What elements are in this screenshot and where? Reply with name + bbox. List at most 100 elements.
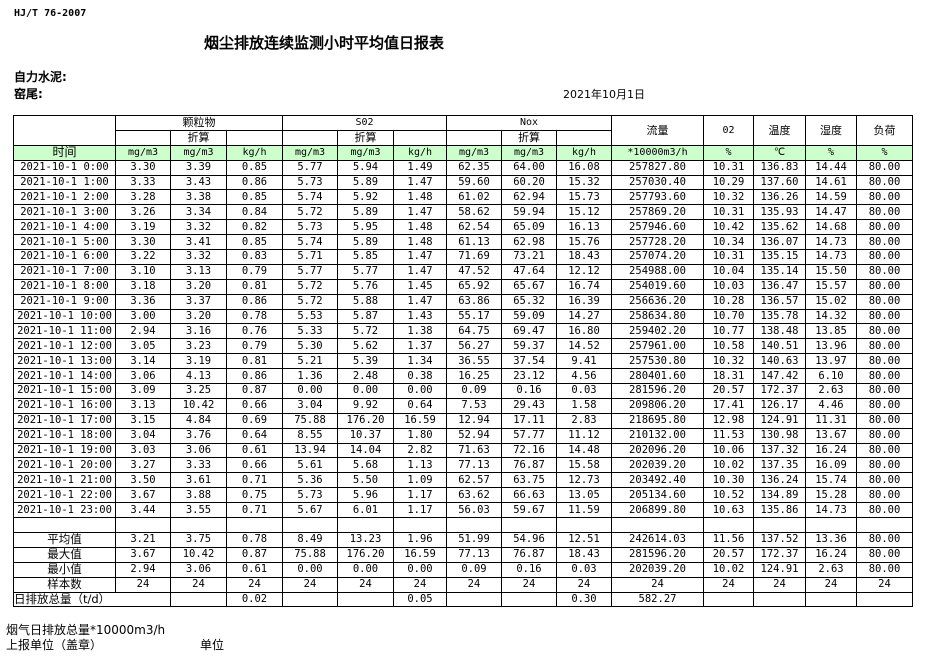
- value-cell: 0.09: [446, 383, 502, 399]
- value-cell: 8.55: [282, 427, 338, 444]
- blank-cell: [337, 517, 394, 533]
- header-so2-converted: 折算: [337, 129, 394, 146]
- value-cell: 136.24: [753, 472, 806, 489]
- value-cell: 172.37: [753, 546, 806, 563]
- value-cell: 5.72: [282, 293, 338, 310]
- value-cell: 0.85: [226, 234, 283, 251]
- time-cell: 2021-10-1 21:00: [13, 472, 116, 489]
- table-row: 2021-10-1 5:00 3.30 3.41 0.85 5.74 5.89 1.48 61…: [13, 234, 913, 251]
- unit-cell: mg/m3: [446, 144, 502, 161]
- value-cell: 57.77: [501, 427, 557, 444]
- value-cell: 65.92: [446, 278, 502, 295]
- unit-cell: kg/h: [226, 144, 283, 161]
- value-cell: 3.00: [115, 308, 171, 325]
- value-cell: 3.30: [115, 159, 171, 176]
- value-cell: 0.16: [501, 561, 557, 578]
- value-cell: 24: [753, 576, 806, 593]
- blank-cell: [856, 517, 913, 533]
- header-nox-converted: 折算: [501, 129, 557, 146]
- value-cell: 3.15: [115, 412, 171, 429]
- value-cell: 2.83: [556, 412, 612, 429]
- value-cell: 0.87: [226, 383, 283, 399]
- value-cell: 3.61: [170, 472, 227, 489]
- daily-total-cell: 0.02: [226, 591, 283, 608]
- unit-cell: %: [703, 144, 754, 161]
- value-cell: 16.08: [556, 159, 612, 176]
- unit-label: 单位: [200, 638, 225, 652]
- value-cell: 14.73: [805, 234, 857, 251]
- value-cell: 10.30: [703, 472, 754, 489]
- value-cell: 13.94: [282, 442, 338, 459]
- value-cell: 80.00: [856, 457, 913, 474]
- value-cell: 61.13: [446, 234, 502, 251]
- value-cell: 5.71: [282, 249, 338, 265]
- value-cell: 137.60: [753, 174, 806, 191]
- header-so2: S02: [282, 115, 447, 131]
- reporting-unit-label: 上报单位（盖章）: [6, 638, 103, 652]
- value-cell: 80.00: [856, 487, 913, 504]
- value-cell: 0.64: [393, 397, 447, 414]
- value-cell: 59.37: [501, 338, 557, 355]
- report-title: 烟尘排放连续监测小时平均值日报表: [204, 34, 445, 52]
- value-cell: 257961.00: [611, 338, 704, 355]
- value-cell: 10.02: [703, 561, 754, 578]
- value-cell: 24: [282, 576, 338, 593]
- value-cell: 16.24: [805, 442, 857, 459]
- value-cell: 14.73: [805, 502, 857, 519]
- value-cell: 80.00: [856, 293, 913, 310]
- value-cell: 3.25: [170, 383, 227, 399]
- time-cell: 2021-10-1 3:00: [13, 204, 116, 221]
- daily-total-cell: [805, 591, 857, 608]
- value-cell: 3.76: [170, 427, 227, 444]
- value-cell: 69.47: [501, 323, 557, 340]
- value-cell: 15.12: [556, 204, 612, 221]
- header-temp: 温度: [753, 115, 806, 146]
- daily-total-cell: 0.30: [556, 591, 612, 608]
- value-cell: 5.76: [337, 278, 394, 295]
- value-cell: 15.57: [805, 278, 857, 295]
- value-cell: 10.42: [170, 397, 227, 414]
- header-particulate-converted: 折算: [170, 129, 227, 146]
- value-cell: 76.87: [501, 457, 557, 474]
- value-cell: 281596.20: [611, 383, 704, 399]
- time-cell: 2021-10-1 12:00: [13, 338, 116, 355]
- value-cell: 80.00: [856, 412, 913, 429]
- value-cell: 3.38: [170, 189, 227, 206]
- value-cell: 37.54: [501, 353, 557, 370]
- value-cell: 1.48: [393, 189, 447, 206]
- value-cell: 5.89: [337, 174, 394, 191]
- value-cell: 257946.60: [611, 219, 704, 236]
- value-cell: 3.20: [170, 278, 227, 295]
- value-cell: 136.26: [753, 189, 806, 206]
- value-cell: 23.12: [501, 368, 557, 385]
- value-cell: 2.94: [115, 561, 171, 578]
- value-cell: 6.01: [337, 502, 394, 519]
- value-cell: 80.00: [856, 368, 913, 385]
- table-row: 2021-10-1 23:00 3.44 3.55 0.71 5.67 6.01 1.17 5…: [13, 502, 913, 519]
- value-cell: 9.92: [337, 397, 394, 414]
- blank-cell: [501, 517, 557, 533]
- value-cell: 3.10: [115, 263, 171, 280]
- unit-cell: mg/m3: [282, 144, 338, 161]
- header-load: 负荷: [856, 115, 913, 146]
- daily-total-cell: [703, 591, 754, 608]
- value-cell: 206899.80: [611, 502, 704, 519]
- value-cell: 140.51: [753, 338, 806, 355]
- value-cell: 135.93: [753, 204, 806, 221]
- time-cell: 2021-10-1 2:00: [13, 189, 116, 206]
- value-cell: 5.53: [282, 308, 338, 325]
- value-cell: 1.80: [393, 427, 447, 444]
- value-cell: 60.20: [501, 174, 557, 191]
- value-cell: 10.42: [703, 219, 754, 236]
- value-cell: 4.84: [170, 412, 227, 429]
- value-cell: 20.57: [703, 383, 754, 399]
- value-cell: 203492.40: [611, 472, 704, 489]
- value-cell: 0.79: [226, 263, 283, 280]
- value-cell: 80.00: [856, 204, 913, 221]
- daily-total-cell: [170, 591, 227, 608]
- daily-total-cell: [446, 591, 502, 608]
- blank-cell: [393, 129, 447, 146]
- value-cell: 80.00: [856, 323, 913, 340]
- value-cell: 254988.00: [611, 263, 704, 280]
- value-cell: 14.44: [805, 159, 857, 176]
